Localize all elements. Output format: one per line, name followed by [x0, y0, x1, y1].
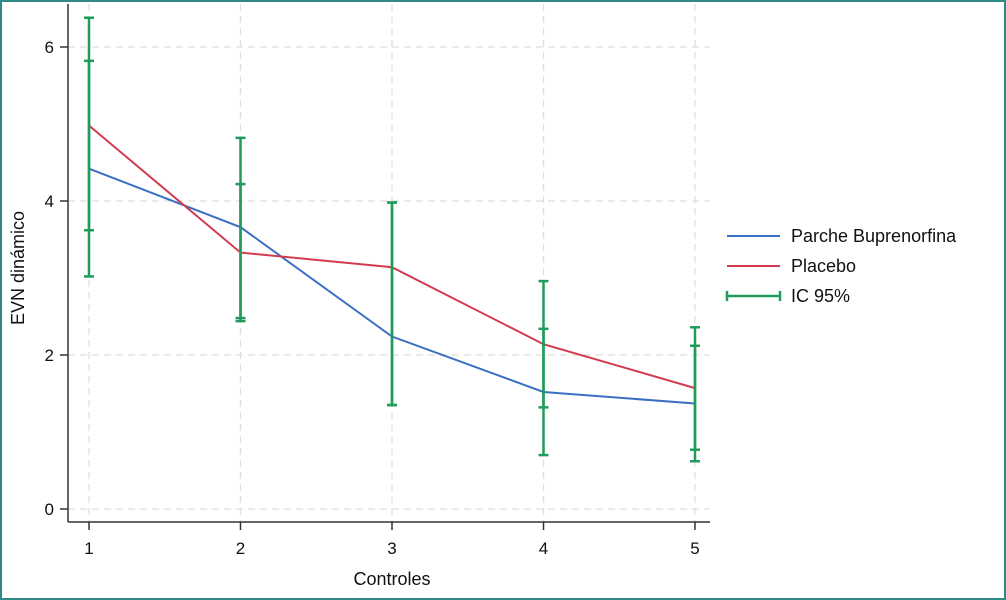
x-tick-label-1: 1 — [84, 539, 93, 558]
legend: Parche Buprenorfina Placebo IC 95% — [725, 226, 957, 306]
legend-label-placebo: Placebo — [791, 256, 856, 276]
y-axis-title: EVN dinámico — [8, 211, 28, 325]
axes — [67, 4, 710, 523]
ci-bar-placebo-5 — [690, 326, 700, 451]
legend-label-parche-buprenorfina: Parche Buprenorfina — [791, 226, 957, 246]
y-tick-label-2: 4 — [45, 192, 54, 211]
x-axis-title: Controles — [353, 569, 430, 589]
ci-bar-placebo-2 — [235, 182, 246, 323]
y-tick-label-0: 0 — [45, 500, 54, 519]
x-tick-label-2: 2 — [236, 539, 245, 558]
ci-bar-placebo-1 — [84, 16, 94, 278]
ci-bar-placebo-3 — [387, 201, 397, 407]
legend-label-ci: IC 95% — [791, 286, 850, 306]
x-tick-label-4: 4 — [539, 539, 548, 558]
x-tick-label-3: 3 — [387, 539, 396, 558]
legend-swatch-ci — [725, 291, 782, 301]
ticks: 1 2 3 4 5 0 2 4 6 — [45, 38, 700, 558]
grid — [68, 4, 710, 522]
y-tick-label-3: 6 — [45, 38, 54, 57]
x-tick-label-5: 5 — [690, 539, 699, 558]
ci-bar-placebo-4 — [538, 279, 549, 409]
error-bars — [84, 16, 700, 463]
y-tick-label-1: 2 — [45, 346, 54, 365]
